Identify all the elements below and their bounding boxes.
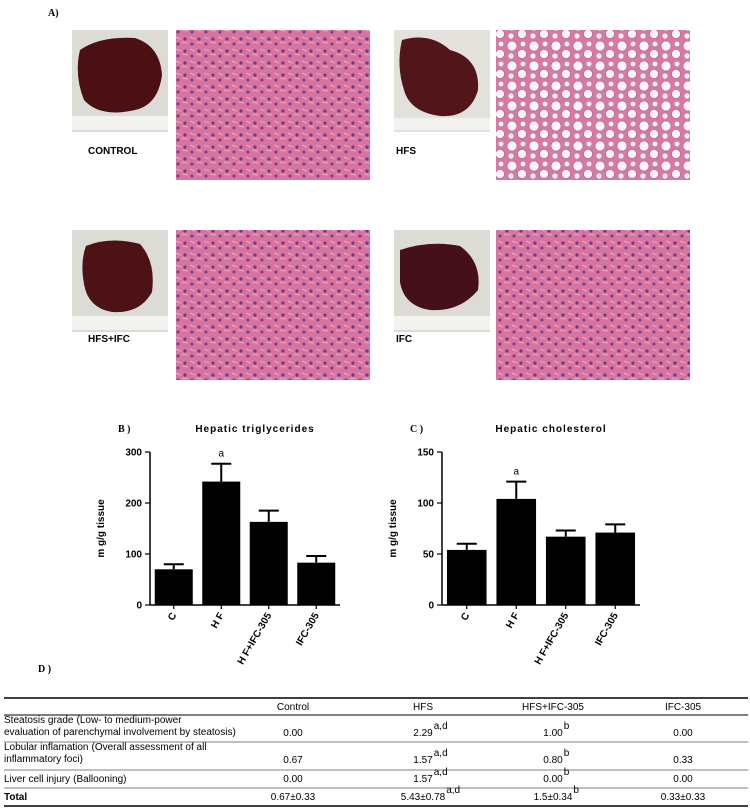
photo-caption: HFS (396, 146, 416, 157)
cell-value: 1.57 (413, 774, 433, 785)
error-bar (163, 563, 184, 570)
error-bar (211, 462, 232, 482)
cell-superscript: b (564, 748, 570, 759)
cell-value: 0.67±0.33 (271, 792, 316, 803)
row-label: Lobular inflamation (4, 742, 89, 753)
y-axis-label: m g/g tissue (388, 499, 399, 558)
photo-caption: CONTROL (88, 146, 137, 157)
chart-title: Hepatic cholesterol (495, 424, 606, 435)
x-tick-label: IFC-305 (294, 611, 322, 648)
x-tick-label: H F+IFC-305 (533, 611, 572, 667)
histology (176, 230, 370, 380)
cell-value: 0.33±0.33 (661, 792, 706, 803)
significance-label: a (513, 467, 519, 478)
bar (595, 532, 636, 605)
histology (176, 30, 370, 180)
x-tick-label: H F (504, 611, 522, 630)
row-label: Steatosis grade (4, 715, 74, 726)
cell-value: 0.00 (283, 728, 303, 739)
significance-label: a (218, 449, 224, 460)
error-bar (258, 509, 279, 522)
y-tick-label: 0 (428, 601, 434, 612)
error-bar (605, 523, 626, 533)
cell-value: 2.29 (413, 728, 433, 739)
cell-value: 0.80 (543, 755, 563, 766)
cell-value: 0.00 (543, 774, 563, 785)
cell-value: 1.00 (543, 728, 563, 739)
panel-label: D ) (38, 664, 51, 675)
error-bar (306, 555, 327, 563)
cell-value: 0.67 (283, 755, 303, 766)
cell-superscript: b (573, 785, 579, 796)
cell-value: 1.57 (413, 755, 433, 766)
cell-value: 1.5±0.34 (534, 792, 573, 803)
chart-title: Hepatic triglycerides (195, 424, 314, 435)
cell-value: 0.00 (673, 774, 693, 785)
row-note: inflammatory foci) (4, 754, 83, 765)
cell-value: 5.43±0.78 (401, 792, 446, 803)
row-note: (Overall assessment of all (92, 742, 207, 753)
column-header: Control (277, 702, 309, 713)
histology (496, 230, 690, 380)
bar (297, 562, 336, 605)
panel-label: A) (48, 8, 59, 19)
cell-value: 0.33 (673, 755, 693, 766)
panel-label: C ) (410, 424, 423, 435)
x-tick-label: IFC-305 (593, 611, 621, 648)
cell-superscript: b (564, 767, 570, 778)
cell-value: 0.00 (673, 728, 693, 739)
liver-photo (394, 30, 490, 132)
liver-photo (394, 230, 490, 332)
x-tick-label: H F+IFC-305 (236, 611, 275, 667)
y-tick-label: 300 (125, 448, 142, 459)
photos (72, 30, 690, 380)
y-axis-label: m g/g tissue (96, 499, 107, 558)
bar (202, 481, 241, 605)
error-bar (456, 542, 477, 550)
photo-caption: HFS+IFC (88, 334, 130, 345)
histology (496, 30, 690, 180)
photo-caption: IFC (396, 334, 412, 345)
y-tick-label: 100 (417, 499, 434, 510)
x-tick-label: C (459, 611, 472, 623)
row-label: Total (4, 792, 27, 803)
bar (154, 569, 193, 605)
column-header: IFC-305 (665, 702, 702, 713)
x-tick-label: H F (209, 611, 227, 630)
liver-photo (72, 230, 168, 332)
panel-label: B ) (118, 424, 131, 435)
cell-superscript: a,d (434, 748, 448, 759)
cell-superscript: a,d (434, 767, 448, 778)
cell-superscript: a,d (446, 785, 460, 796)
error-bar (506, 480, 527, 499)
y-tick-label: 100 (125, 550, 142, 561)
bar (446, 549, 487, 605)
cell-value: 0.00 (283, 774, 303, 785)
x-tick-label: C (166, 611, 179, 623)
y-tick-label: 200 (125, 499, 142, 510)
row-note: evaluation of parenchymal involvement by… (4, 727, 236, 738)
cell-superscript: a,d (434, 721, 448, 732)
bar (545, 536, 586, 605)
bar (249, 521, 288, 605)
cell-superscript: b (564, 721, 570, 732)
row-note: (Ballooning) (73, 774, 126, 785)
y-tick-label: 50 (423, 550, 435, 561)
row-label: Liver cell injury (4, 774, 70, 785)
row-note: (Low- to medium-power (77, 715, 183, 726)
y-tick-label: 0 (136, 601, 142, 612)
bar (496, 498, 537, 605)
column-header: HFS (413, 702, 433, 713)
column-header: HFS+IFC-305 (522, 702, 584, 713)
error-bar (555, 529, 576, 537)
liver-photo (72, 30, 168, 132)
y-tick-label: 150 (417, 448, 434, 459)
